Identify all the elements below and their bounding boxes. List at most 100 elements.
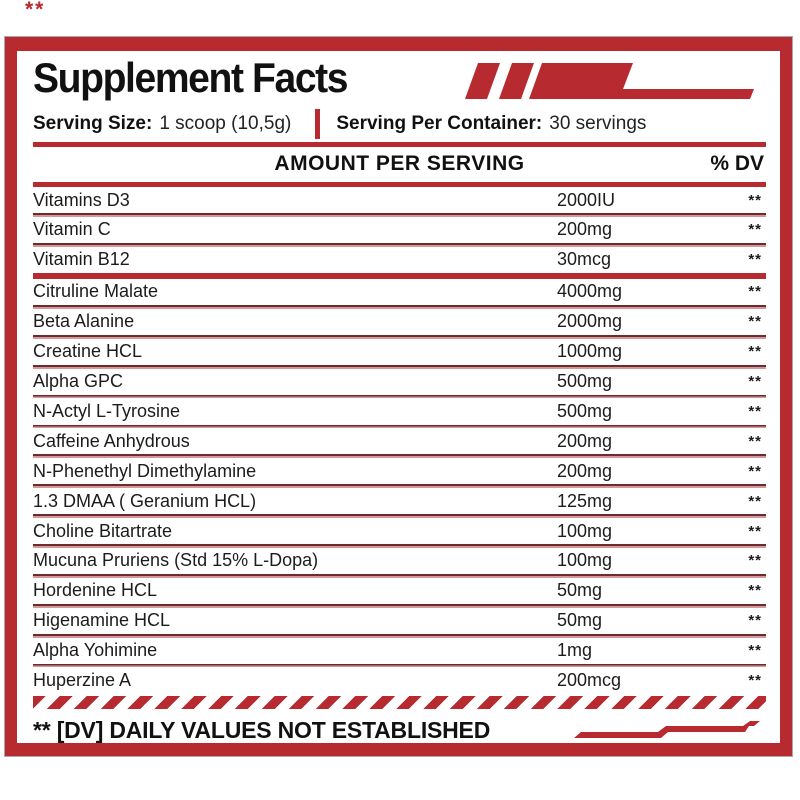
ingredient-dv: **: [748, 672, 762, 689]
label-title: Supplement Facts: [33, 54, 349, 101]
section-divider: [33, 272, 766, 279]
servings-per-container-label: Serving Per Container:: [336, 112, 543, 134]
serving-vertical-divider: [315, 108, 321, 139]
ingredient-amount: 1000mg: [557, 341, 623, 362]
ingredient-dv: **: [748, 552, 762, 570]
amount-per-serving-header: AMOUNT PER SERVING: [274, 151, 525, 175]
ingredient-row: Huperzine A 200mcg **: [33, 667, 766, 693]
ingredient-amount: 500mg: [557, 400, 613, 421]
ingredient-name: N-Phenethyl Dimethylamine: [33, 460, 257, 481]
ingredient-name: Alpha Yohimine: [33, 640, 158, 661]
ingredient-name: Citruline Malate: [33, 281, 159, 302]
ingredient-name: Vitamins D3: [33, 189, 130, 210]
row-separator: [33, 364, 766, 369]
row-separator: [33, 242, 766, 247]
ingredient-dv: **: [748, 582, 762, 600]
ingredient-amount: 200mg: [557, 219, 613, 240]
ingredient-amount: 1mg: [557, 640, 593, 661]
row-separator: [33, 633, 766, 638]
ingredient-row: Vitamin B12 30mcg **: [33, 247, 766, 273]
row-separator: [33, 603, 766, 608]
ingredient-amount: 50mg: [557, 610, 603, 631]
ingredient-name: Vitamin B12: [33, 249, 130, 270]
row-separator: [33, 663, 766, 668]
label-header: Supplement Facts: [33, 56, 766, 106]
ingredient-row: 1.3 DMAA ( Geranium HCL) 125mg **: [33, 488, 766, 514]
daily-values-footnote: ** [DV] DAILY VALUES NOT ESTABLISHED: [33, 717, 491, 744]
ingredient-amount: 50mg: [557, 580, 603, 601]
ingredient-name: Choline Bitartrate: [33, 520, 173, 541]
ingredient-dv: **: [748, 221, 762, 239]
supplement-facts-label: Supplement Facts Serving Size: 1 scoop (…: [4, 36, 793, 757]
footer-step-bar-decoration-icon: [574, 720, 760, 738]
serving-size-value: 1 scoop (10,5g): [159, 112, 292, 134]
row-separator: [33, 213, 766, 217]
ingredient-name: Higenamine HCL: [33, 610, 171, 631]
thick-rule-top: [33, 142, 766, 147]
ingredient-name: N-Actyl L-Tyrosine: [33, 400, 181, 421]
label-inner-panel: Supplement Facts Serving Size: 1 scoop (…: [5, 37, 792, 756]
ingredient-name: 1.3 DMAA ( Geranium HCL): [33, 490, 257, 511]
ingredient-row: Alpha Yohimine 1mg **: [33, 638, 766, 664]
servings-per-container-value: 30 servings: [549, 112, 647, 134]
ingredient-row: Vitamin C 200mg **: [33, 217, 766, 243]
percent-dv-header: % DV: [710, 151, 764, 175]
ingredient-row: Mucuna Pruriens (Std 15% L-Dopa) 100mg *…: [33, 548, 766, 574]
ingredient-name: Hordenine HCL: [33, 580, 158, 601]
ingredient-dv: **: [748, 251, 762, 269]
thick-rule-under-header: [33, 182, 766, 187]
ingredient-dv: **: [748, 191, 762, 209]
row-separator: [33, 544, 766, 548]
ingredient-row: N-Actyl L-Tyrosine 500mg **: [33, 398, 766, 424]
ingredient-amount: 2000mg: [557, 311, 623, 332]
ingredient-dv: **: [748, 492, 762, 510]
ingredient-name: Vitamin C: [33, 219, 111, 240]
ingredient-row: Hordenine HCL 50mg **: [33, 578, 766, 604]
ingredient-amount: 30mcg: [557, 249, 612, 270]
ingredient-name: Alpha GPC: [33, 371, 124, 392]
page-corner-asterisks: **: [25, 0, 46, 21]
ingredient-row: Citruline Malate 4000mg **: [33, 279, 766, 305]
row-separator: [33, 484, 766, 489]
serving-size-label: Serving Size:: [33, 112, 153, 134]
ingredient-row: Creatine HCL 1000mg **: [33, 339, 766, 365]
ingredient-row: Beta Alanine 2000mg **: [33, 309, 766, 335]
ingredient-name: Beta Alanine: [33, 311, 135, 332]
row-separator: [33, 573, 766, 578]
ingredient-amount: 200mcg: [557, 670, 622, 690]
ingredient-dv: **: [748, 343, 762, 361]
ingredient-amount: 125mg: [557, 490, 613, 511]
row-separator: [33, 334, 766, 339]
row-separator: [33, 514, 766, 518]
header-stripes-decoration-icon: [465, 63, 754, 99]
ingredient-row: N-Phenethyl Dimethylamine 200mg **: [33, 458, 766, 484]
ingredient-amount: 100mg: [557, 550, 613, 571]
ingredient-name: Huperzine A: [33, 670, 132, 690]
table-column-header: AMOUNT PER SERVING % DV: [33, 147, 766, 180]
ingredient-amount: 4000mg: [557, 281, 623, 302]
ingredient-name: Creatine HCL: [33, 341, 143, 362]
serving-info-row: Serving Size: 1 scoop (10,5g) Serving Pe…: [33, 107, 766, 140]
ingredient-dv: **: [748, 522, 762, 540]
row-separator: [33, 424, 766, 429]
ingredient-amount: 200mg: [557, 460, 613, 481]
row-separator: [33, 394, 766, 399]
row-separator: [33, 304, 766, 309]
ingredient-name: Mucuna Pruriens (Std 15% L-Dopa): [33, 550, 319, 571]
ingredient-row: Caffeine Anhydrous 200mg **: [33, 428, 766, 454]
ingredient-table-body: Vitamins D3 2000IU ** Vitamin C 200mg **…: [33, 187, 766, 694]
ingredient-name: Caffeine Anhydrous: [33, 430, 190, 451]
ingredient-dv: **: [748, 462, 762, 480]
ingredient-dv: **: [748, 642, 762, 660]
ingredient-amount: 200mg: [557, 430, 613, 451]
hazard-stripe-band: [33, 695, 766, 709]
ingredient-amount: 100mg: [557, 520, 613, 541]
ingredient-dv: **: [748, 283, 762, 301]
ingredient-row: Alpha GPC 500mg **: [33, 369, 766, 395]
label-footer: ** [DV] DAILY VALUES NOT ESTABLISHED: [33, 712, 766, 744]
ingredient-dv: **: [748, 612, 762, 630]
ingredient-row: Higenamine HCL 50mg **: [33, 608, 766, 634]
ingredient-dv: **: [748, 402, 762, 420]
ingredient-dv: **: [748, 373, 762, 391]
ingredient-row: Choline Bitartrate 100mg **: [33, 518, 766, 544]
